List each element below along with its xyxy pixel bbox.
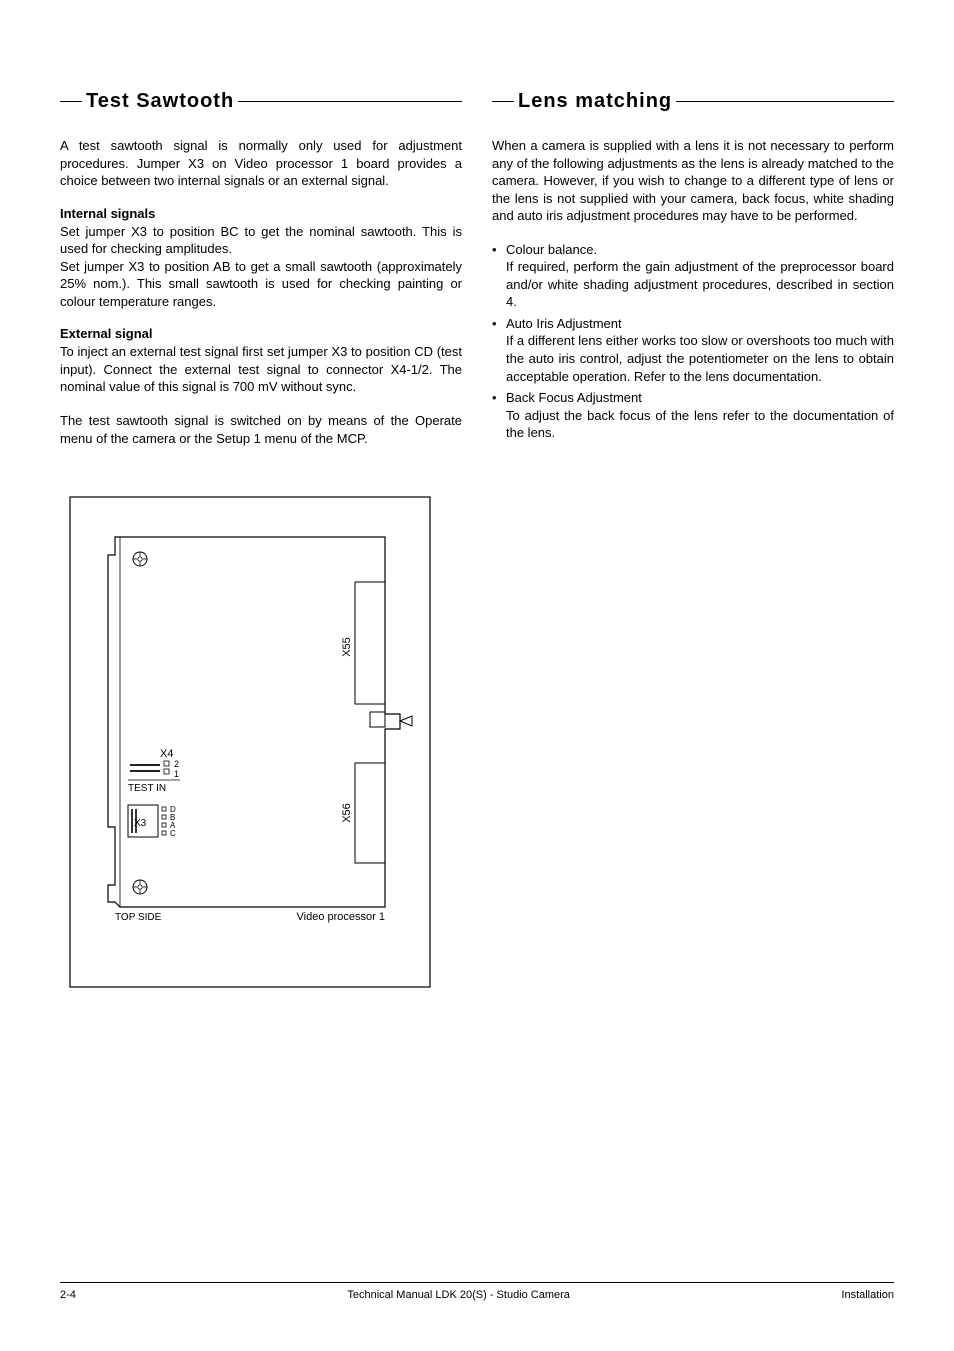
right-column: Lens matching When a camera is supplied … bbox=[492, 90, 894, 997]
external-p1: To inject an external test signal first … bbox=[60, 343, 462, 396]
external-p2: The test sawtooth signal is switched on … bbox=[60, 412, 462, 447]
footer-left: 2-4 bbox=[60, 1289, 76, 1301]
item-title: Colour balance. bbox=[506, 241, 894, 259]
item-desc: If a different lens either works too slo… bbox=[506, 332, 894, 385]
internal-p1: Set jumper X3 to position BC to get the … bbox=[60, 223, 462, 258]
right-title-wrap: Lens matching bbox=[492, 90, 894, 113]
title-lead-line-r bbox=[492, 101, 514, 102]
internal-head: Internal signals bbox=[60, 206, 462, 221]
board-diagram: X55 X56 X4 2 1 bbox=[60, 487, 440, 997]
item-title: Auto Iris Adjustment bbox=[506, 315, 894, 333]
title-tail-line bbox=[238, 101, 462, 102]
x4-pin1: 1 bbox=[174, 769, 179, 779]
external-head: External signal bbox=[60, 326, 462, 341]
list-item: Back Focus Adjustment To adjust the back… bbox=[492, 389, 894, 442]
footer: 2-4 Technical Manual LDK 20(S) - Studio … bbox=[60, 1282, 894, 1301]
right-bullets: Colour balance. If required, perform the… bbox=[492, 241, 894, 442]
item-title: Back Focus Adjustment bbox=[506, 389, 894, 407]
diagram-container: X55 X56 X4 2 1 bbox=[60, 487, 462, 997]
left-title: Test Sawtooth bbox=[82, 90, 238, 113]
test-in-label: TEST IN bbox=[128, 783, 166, 794]
x4-label: X4 bbox=[160, 748, 173, 760]
title-lead-line bbox=[60, 101, 82, 102]
right-title: Lens matching bbox=[514, 90, 676, 113]
x56-label: X56 bbox=[341, 803, 353, 823]
internal-p2: Set jumper X3 to position AB to get a sm… bbox=[60, 258, 462, 311]
x4-pin2: 2 bbox=[174, 759, 179, 769]
left-column: Test Sawtooth A test sawtooth signal is … bbox=[60, 90, 462, 997]
title-tail-line-r bbox=[676, 101, 894, 102]
columns: Test Sawtooth A test sawtooth signal is … bbox=[60, 90, 894, 997]
vp1-label: Video processor 1 bbox=[297, 911, 385, 923]
footer-right: Installation bbox=[841, 1289, 894, 1301]
footer-center: Technical Manual LDK 20(S) - Studio Came… bbox=[347, 1289, 570, 1301]
page: Test Sawtooth A test sawtooth signal is … bbox=[0, 0, 954, 1351]
item-desc: If required, perform the gain adjustment… bbox=[506, 258, 894, 311]
list-item: Auto Iris Adjustment If a different lens… bbox=[492, 315, 894, 385]
x3-c: C bbox=[170, 829, 176, 838]
left-title-wrap: Test Sawtooth bbox=[60, 90, 462, 113]
item-desc: To adjust the back focus of the lens ref… bbox=[506, 407, 894, 442]
top-side-label: TOP SIDE bbox=[115, 912, 162, 923]
left-intro: A test sawtooth signal is normally only … bbox=[60, 137, 462, 190]
right-intro: When a camera is supplied with a lens it… bbox=[492, 137, 894, 225]
list-item: Colour balance. If required, perform the… bbox=[492, 241, 894, 311]
x55-label: X55 bbox=[341, 637, 353, 657]
